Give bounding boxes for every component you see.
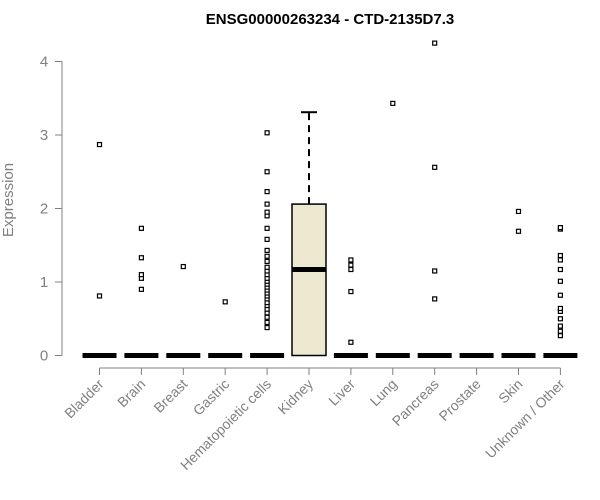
x-tick-label: Prostate: [436, 376, 484, 424]
y-tick-label: 2: [40, 201, 48, 218]
box-group: [333, 257, 368, 358]
outlier-point: [264, 314, 270, 320]
box-group: [501, 208, 536, 358]
outlier-point: [557, 257, 564, 263]
outlier-point: [557, 252, 564, 259]
outlier-point: [264, 247, 270, 253]
x-tick-label: Skin: [495, 376, 526, 407]
outlier-point: [348, 339, 354, 345]
outlier-point: [557, 225, 564, 231]
outlier-point: [264, 130, 270, 136]
box-group: [375, 100, 410, 358]
outlier-point: [557, 292, 564, 298]
outlier-point: [264, 319, 270, 326]
outlier-point: [138, 255, 144, 261]
y-tick-label: 1: [40, 274, 48, 291]
outlier-point: [515, 228, 522, 234]
x-tick-label: Liver: [325, 376, 358, 409]
box-group: [208, 299, 243, 358]
x-tick-label: Unknown / Other: [482, 376, 568, 462]
outlier-point: [557, 305, 564, 312]
outlier-point: [264, 188, 270, 195]
box-group: [291, 111, 327, 357]
box-group: [124, 225, 159, 358]
outlier-point: [348, 262, 354, 268]
outlier-point: [264, 209, 270, 215]
outlier-point: [432, 40, 438, 46]
outlier-point: [264, 253, 270, 259]
x-tick-label: Bladder: [61, 376, 107, 422]
y-tick-label: 4: [40, 54, 48, 71]
outlier-point: [222, 299, 228, 305]
outlier-point: [264, 169, 270, 175]
outlier-point: [264, 225, 270, 231]
outlier-point: [96, 141, 103, 148]
outlier-point: [138, 272, 144, 278]
chart-title: ENSG00000263234 - CTD-2135D7.3: [206, 11, 454, 28]
box-group: [417, 40, 452, 358]
outlier-point: [348, 266, 354, 273]
outlier-point: [515, 208, 522, 215]
outlier-point: [96, 293, 103, 299]
box-series: [82, 40, 578, 358]
y-tick-label: 0: [40, 348, 48, 365]
x-tick-label: Breast: [150, 376, 190, 416]
outlier-point: [348, 257, 354, 263]
outlier-point: [264, 236, 270, 242]
outlier-point: [557, 333, 564, 339]
x-tick-label: Pancreas: [389, 376, 442, 429]
box-group: [250, 130, 285, 358]
box-group: [166, 263, 201, 358]
outlier-point: [180, 263, 186, 270]
outlier-point: [557, 323, 564, 329]
outlier-point: [557, 328, 564, 334]
box: [291, 203, 327, 357]
x-tick-label: Lung: [367, 376, 400, 409]
outlier-point: [557, 316, 564, 322]
x-tick-label: Kidney: [275, 376, 317, 418]
outlier-point: [138, 225, 144, 231]
outlier-point: [348, 288, 354, 295]
box-group: [543, 225, 578, 358]
outlier-point: [557, 278, 564, 284]
box-group: [82, 141, 117, 358]
outlier-point: [557, 266, 564, 273]
y-axis-label: Expression: [0, 163, 17, 237]
outlier-point: [432, 296, 438, 302]
outlier-point: [264, 258, 270, 265]
outlier-point: [432, 164, 438, 170]
outlier-point: [390, 100, 396, 106]
y-axis: 0 1 2 3 4: [40, 54, 63, 365]
outlier-point: [432, 268, 438, 274]
x-tick-label: Brain: [114, 376, 148, 410]
y-tick-label: 3: [40, 127, 48, 144]
outlier-point: [138, 286, 144, 292]
outlier-point: [264, 201, 270, 207]
outlier-point: [264, 324, 270, 331]
outlier-point: [264, 264, 270, 270]
